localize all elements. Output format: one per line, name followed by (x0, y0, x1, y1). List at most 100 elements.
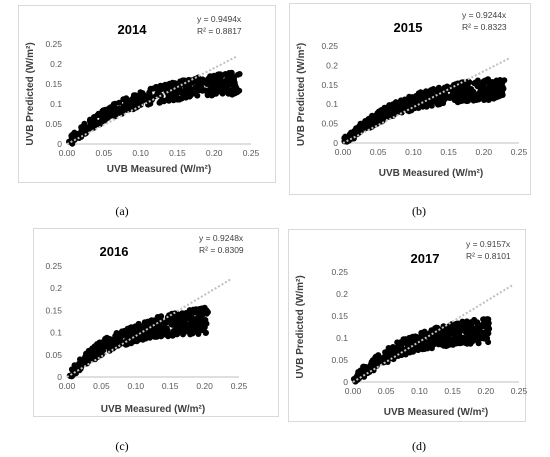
data-point (197, 85, 204, 92)
data-point (208, 92, 215, 99)
y-tick-label: 0 (343, 377, 348, 387)
y-tick-label: 0.2 (50, 283, 62, 293)
data-point (207, 73, 214, 80)
data-point (195, 331, 202, 337)
y-tick-label: 0.15 (331, 311, 348, 321)
data-point (466, 326, 473, 333)
x-tick-label: 0.15 (444, 386, 461, 396)
data-point (88, 119, 95, 126)
data-point (354, 372, 361, 378)
data-point (103, 334, 110, 341)
x-tick-label: 0.15 (440, 147, 457, 157)
data-point (182, 328, 189, 335)
data-point (204, 308, 211, 315)
data-point (218, 80, 225, 87)
data-point (226, 81, 233, 87)
x-tick-label: 0.25 (231, 381, 248, 391)
data-point (476, 92, 483, 99)
data-point (130, 335, 137, 342)
scatter-series (350, 316, 493, 385)
x-tick-label: 0.00 (335, 147, 352, 157)
y-tick-label: 0.15 (45, 79, 62, 89)
y-tick-label: 0.05 (331, 355, 348, 365)
data-point (424, 345, 431, 352)
chart-title: 2014 (118, 22, 148, 37)
chart-svg-2014: 2014 y = 0.9494x R² = 0.8817 0 0.05 0.1 0.15 0.… (25, 14, 260, 175)
panel-label-d: (d) (412, 439, 426, 453)
data-point (186, 307, 193, 314)
data-point (372, 354, 379, 361)
data-point (191, 321, 198, 328)
data-point (432, 325, 439, 332)
y-tick-label: 0.05 (321, 119, 338, 129)
r-squared-label: R² = 0.8323 (462, 22, 507, 32)
data-point (394, 339, 401, 346)
data-point (481, 97, 487, 103)
chart-svg-2015: 2015 y = 0.9244x R² = 0.8323 0 0.05 0.1 0.15 0.… (296, 10, 528, 179)
data-point (139, 93, 146, 100)
data-point (163, 318, 170, 325)
data-point (381, 112, 388, 119)
data-point (467, 320, 474, 327)
data-point (201, 77, 208, 84)
data-point (117, 330, 124, 337)
data-point (462, 335, 469, 342)
data-point (165, 81, 172, 88)
chart-panel-2017: 2017 y = 0.9157x R² = 0.8101 0 0.05 0.1 0.15 0.… (288, 229, 528, 422)
data-point (389, 347, 396, 354)
data-point (444, 342, 451, 349)
data-point (485, 330, 492, 337)
data-point (214, 88, 220, 95)
x-tick-label: 0.25 (511, 147, 528, 157)
data-point (379, 117, 386, 124)
x-tick-label: 0.05 (93, 381, 110, 391)
data-point (198, 306, 205, 313)
data-point (499, 87, 506, 94)
data-point (491, 93, 498, 100)
r-squared-label: R² = 0.8309 (199, 245, 244, 255)
data-point (157, 99, 164, 106)
trendline-equation: y = 0.9494x (197, 14, 242, 24)
data-point (193, 306, 200, 313)
data-point (454, 96, 461, 103)
data-point (108, 104, 114, 111)
data-point (147, 93, 154, 100)
panel-label-c: (c) (115, 439, 129, 453)
data-point (485, 97, 492, 103)
x-tick-label: 0.05 (370, 147, 387, 157)
y-tick-label: 0.1 (326, 99, 338, 109)
data-point (435, 341, 442, 348)
data-point (128, 327, 135, 334)
trendline (342, 56, 512, 144)
data-point (486, 90, 493, 97)
y-tick-label: 0 (57, 139, 62, 149)
chart-title: 2016 (100, 244, 129, 259)
x-tick-label: 0.10 (128, 381, 145, 391)
data-point (371, 118, 378, 125)
y-tick-label: 0.1 (50, 99, 62, 109)
data-point (470, 333, 477, 340)
x-tick-label: 0.00 (345, 386, 362, 396)
data-point (486, 325, 493, 332)
x-tick-label: 0.15 (162, 381, 179, 391)
data-point (188, 89, 195, 95)
data-point (451, 325, 457, 332)
x-axis-label: UVB Measured (W/m²) (101, 404, 205, 415)
data-point (481, 335, 488, 342)
x-tick-label: 0.10 (405, 147, 422, 157)
data-point (464, 89, 470, 96)
data-point (434, 98, 441, 105)
x-axis-label: UVB Measured (W/m²) (107, 164, 211, 175)
x-tick-label: 0.20 (478, 386, 495, 396)
data-point (176, 328, 183, 335)
data-point (215, 72, 222, 79)
x-tick-label: 0.15 (169, 148, 186, 158)
data-point (453, 340, 460, 347)
data-point (493, 88, 500, 95)
data-point (386, 353, 392, 360)
y-tick-label: 0.15 (321, 80, 338, 90)
data-point (389, 110, 396, 117)
y-tick-label: 0.2 (336, 289, 348, 299)
data-point (422, 339, 429, 346)
data-point (88, 349, 95, 356)
